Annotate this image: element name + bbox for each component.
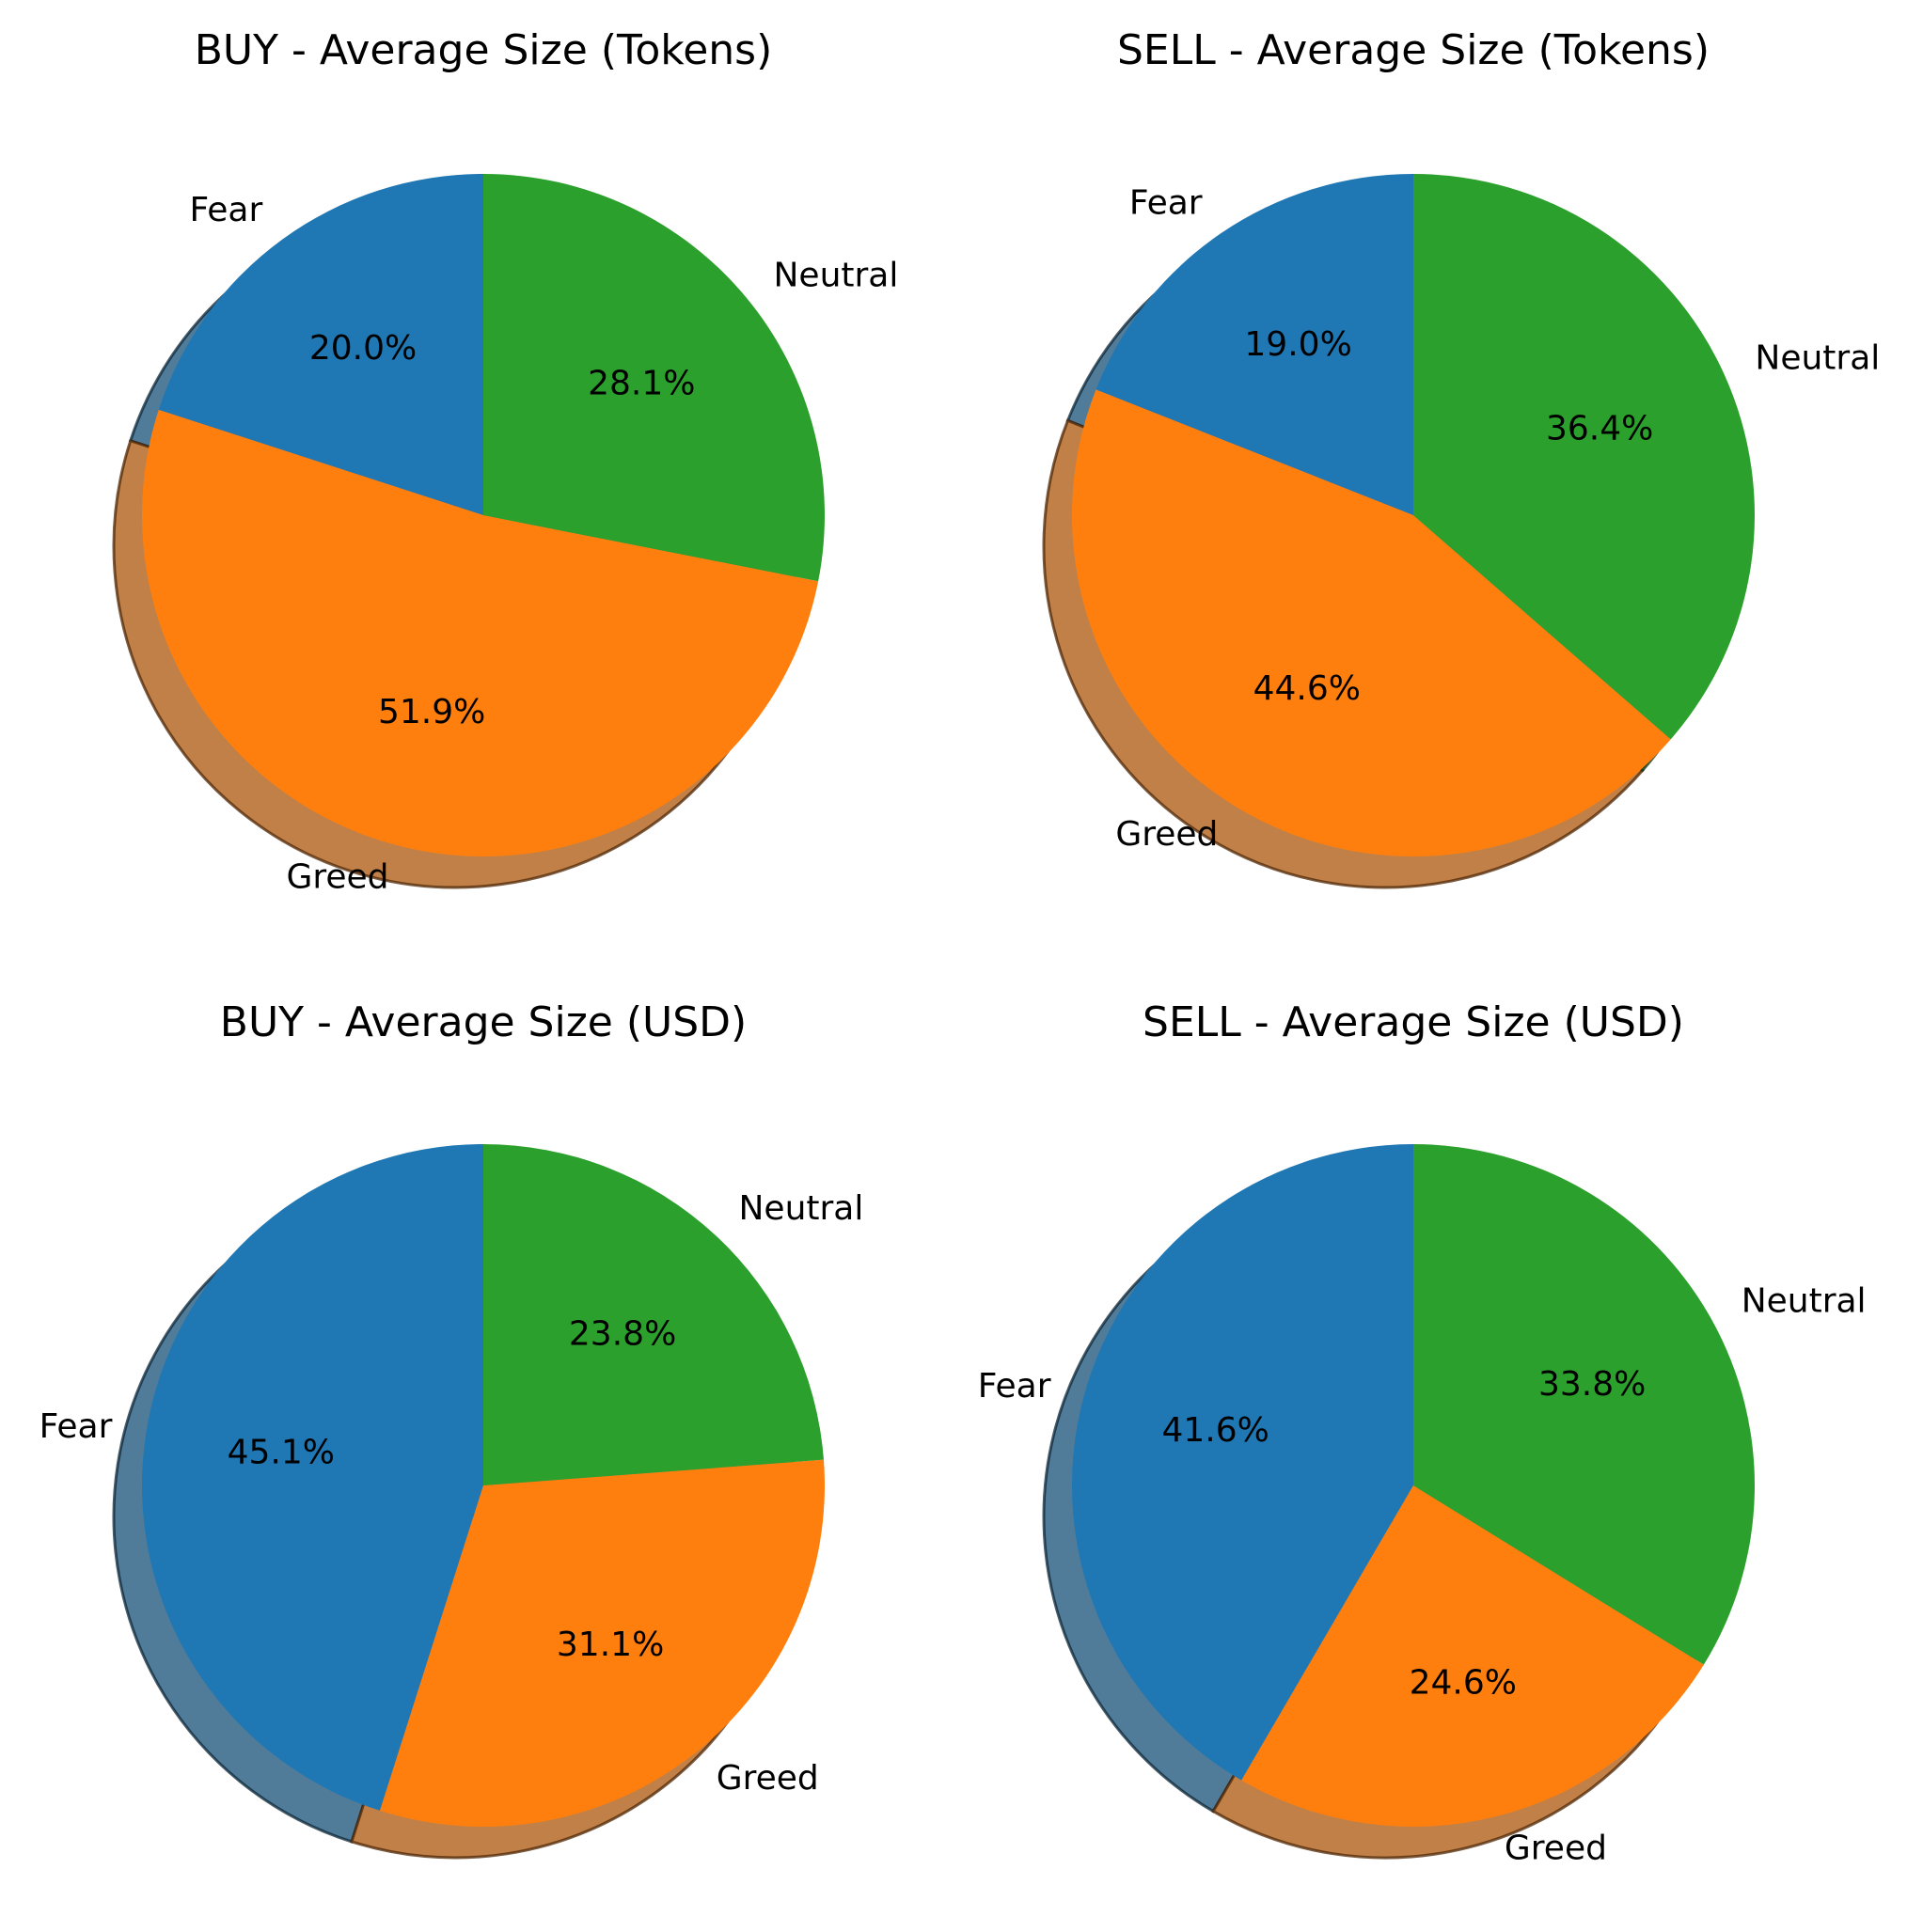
slice-greed — [1072, 389, 1671, 856]
slice-fear — [1072, 1144, 1413, 1781]
slice-percent-fear: 19.0% — [1244, 325, 1351, 364]
slice-percent-neutral: 28.1% — [588, 365, 695, 403]
pie-slices — [1072, 174, 1755, 856]
pie-body: Fear 41.6% Greed 24.6% Neutral 33.8% — [978, 1144, 1867, 1867]
slice-percent-neutral: 36.4% — [1546, 410, 1653, 448]
slice-label-neutral: Neutral — [774, 256, 899, 294]
slice-percent-fear: 41.6% — [1162, 1411, 1269, 1450]
slice-label-greed: Greed — [286, 857, 388, 896]
slice-fear — [158, 174, 483, 515]
pie-slices — [142, 1144, 826, 1827]
pie-panel-buy-usd: BUY - Average Size (USD) Fear 45.1% Greed 3… — [39, 998, 864, 1860]
slice-label-greed: Greed — [1505, 1829, 1607, 1867]
pie-slices — [142, 174, 826, 857]
pie-title: SELL - Average Size (Tokens) — [1117, 26, 1710, 74]
pie-title: BUY - Average Size (USD) — [220, 998, 747, 1046]
pie-slices — [1072, 1144, 1755, 1827]
slice-percent-greed: 51.9% — [378, 693, 485, 731]
slice-neutral — [483, 174, 826, 582]
pie-body: Fear 19.0% Greed 44.6% Neutral 36.4% — [1042, 174, 1880, 889]
slice-label-neutral: Neutral — [739, 1189, 864, 1228]
slice-neutral — [1413, 1144, 1755, 1665]
slice-label-fear: Fear — [39, 1407, 113, 1446]
pie-labels: Fear 45.1% Greed 31.1% Neutral 23.8% — [39, 1189, 864, 1798]
pie-labels: Fear 41.6% Greed 24.6% Neutral 33.8% — [978, 1281, 1867, 1867]
slice-label-fear: Fear — [978, 1367, 1051, 1406]
slice-greed — [1241, 1485, 1704, 1827]
slice-percent-neutral: 33.8% — [1538, 1365, 1646, 1404]
slice-percent-fear: 20.0% — [309, 329, 417, 368]
pie-labels: Fear 19.0% Greed 44.6% Neutral 36.4% — [1115, 184, 1880, 854]
slice-fear — [1095, 174, 1413, 515]
slice-percent-neutral: 23.8% — [569, 1314, 676, 1353]
pie-title: SELL - Average Size (USD) — [1143, 998, 1684, 1046]
slice-percent-greed: 24.6% — [1410, 1663, 1517, 1702]
slice-percent-greed: 44.6% — [1253, 669, 1361, 708]
slice-percent-fear: 45.1% — [228, 1434, 335, 1472]
slice-label-fear: Fear — [190, 191, 263, 229]
slice-fear — [142, 1144, 483, 1811]
slice-label-greed: Greed — [717, 1759, 819, 1798]
slice-percent-greed: 31.1% — [557, 1626, 664, 1664]
pie-panel-sell-tokens: SELL - Average Size (Tokens) Fear 19.0% Gr… — [1042, 26, 1880, 889]
pie-labels: Fear 20.0% Greed 51.9% Neutral 28.1% — [190, 191, 899, 896]
slice-label-neutral: Neutral — [1755, 339, 1880, 378]
pie-title: BUY - Average Size (Tokens) — [195, 26, 773, 74]
slice-label-greed: Greed — [1115, 815, 1218, 854]
slice-neutral — [1413, 174, 1755, 740]
pie-body: Fear 20.0% Greed 51.9% Neutral 28.1% — [112, 174, 899, 896]
pie-panel-sell-usd: SELL - Average Size (USD) Fear 41.6% Greed… — [978, 998, 1867, 1867]
pie-panel-buy-tokens: BUY - Average Size (Tokens) Fear 20.0% Gre… — [112, 26, 899, 896]
slice-greed — [142, 409, 819, 857]
pie-body: Fear 45.1% Greed 31.1% Neutral 23.8% — [39, 1144, 864, 1860]
slice-label-fear: Fear — [1129, 184, 1203, 223]
slice-greed — [380, 1459, 826, 1827]
slice-neutral — [483, 1144, 824, 1485]
slice-label-neutral: Neutral — [1742, 1281, 1867, 1320]
